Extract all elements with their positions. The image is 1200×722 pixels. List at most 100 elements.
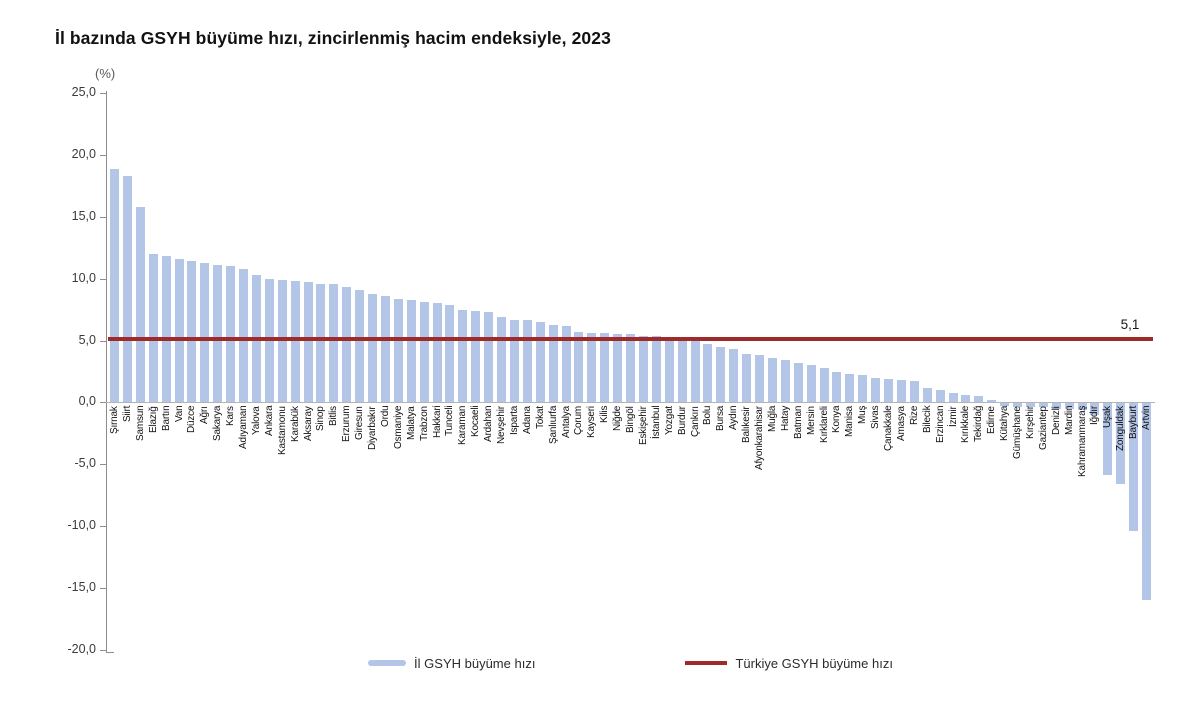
x-axis-label: Çanakkale bbox=[883, 406, 894, 452]
bar bbox=[677, 339, 687, 403]
y-tick-label: 25,0 bbox=[71, 85, 96, 99]
bar bbox=[1090, 402, 1100, 415]
x-axis-label: Rize bbox=[908, 406, 920, 426]
x-axis-label: Kahramanmaraş bbox=[1076, 406, 1088, 478]
x-axis-label: Isparta bbox=[508, 406, 520, 436]
y-tick-mark bbox=[100, 340, 106, 342]
bar bbox=[522, 319, 532, 403]
x-axis-label: Erzurum bbox=[341, 406, 353, 443]
x-axis-label: Malatya bbox=[405, 406, 417, 441]
x-axis-label: Karaman bbox=[457, 406, 469, 446]
plot-area: 25,0 20,0 15,0 10,0 5,0 0,0 -5,0 -10,0 -15,0 -20,… bbox=[68, 85, 1155, 656]
bar bbox=[174, 258, 184, 403]
x-axis-label: Uşak bbox=[1102, 406, 1114, 429]
bar bbox=[187, 261, 197, 403]
chart-title: İl bazında GSYH büyüme hızı, zincirlenmi… bbox=[55, 28, 611, 48]
x-axis-label: Artvin bbox=[1141, 406, 1152, 431]
x-axis-label: Iğdır bbox=[1089, 406, 1101, 426]
line-swatch-icon bbox=[685, 661, 728, 665]
x-axis-label: İzmir bbox=[947, 406, 959, 428]
bar bbox=[948, 392, 958, 403]
y-tick-label: -20,0 bbox=[67, 642, 97, 656]
x-axis-label: Hatay bbox=[779, 406, 791, 432]
x-axis-label: Tunceli bbox=[444, 406, 456, 437]
turkiye-reference-line bbox=[108, 337, 1153, 342]
y-tick-label: -15,0 bbox=[67, 580, 97, 595]
bar bbox=[703, 344, 713, 403]
x-axis-label: Aksaray bbox=[302, 406, 314, 442]
y-tick-label: -10,0 bbox=[67, 518, 97, 533]
x-axis-label: Manisa bbox=[844, 406, 856, 438]
bar bbox=[1077, 402, 1087, 410]
x-axis-label: Afyonkarahisar bbox=[754, 406, 765, 471]
x-axis-label: Şırnak bbox=[109, 406, 120, 435]
y-tick-label: -5,0 bbox=[74, 456, 96, 471]
x-axis-label: Batman bbox=[792, 406, 804, 440]
bar bbox=[497, 317, 506, 403]
x-axis-label: Osmaniye bbox=[392, 406, 404, 450]
bar bbox=[600, 333, 610, 403]
bar bbox=[161, 256, 171, 403]
x-axis-label: Karabük bbox=[289, 406, 301, 443]
y-tick-mark bbox=[100, 278, 106, 280]
x-axis-label: Niğde bbox=[612, 406, 624, 432]
x-axis-label: Sivas bbox=[870, 406, 882, 430]
x-axis-label: Muğla bbox=[766, 406, 778, 433]
x-axis-label: İstanbul bbox=[650, 406, 662, 440]
bar bbox=[974, 396, 984, 403]
bar bbox=[355, 289, 365, 403]
x-axis-label: Aydın bbox=[728, 406, 740, 431]
bar bbox=[406, 299, 416, 403]
bar bbox=[1064, 402, 1074, 409]
x-axis-label: Şanlıurfa bbox=[547, 406, 559, 445]
x-axis-label: Çankırı bbox=[689, 406, 701, 438]
bar bbox=[484, 312, 494, 403]
x-axis-label: Kilis bbox=[599, 406, 611, 424]
x-axis-label: Diyarbakır bbox=[367, 406, 378, 450]
bar bbox=[664, 338, 674, 403]
x-axis-label: Kastamonu bbox=[276, 406, 288, 456]
legend-item-turkiye-line: Türkiye GSYH büyüme hızı bbox=[685, 656, 893, 671]
x-axis-label: Bitlis bbox=[328, 406, 340, 427]
bar bbox=[858, 375, 868, 403]
y-tick-mark bbox=[100, 588, 106, 590]
bar bbox=[1000, 402, 1010, 407]
x-axis-label: Samsun bbox=[134, 406, 146, 442]
x-axis-label: Nevşehir bbox=[496, 406, 507, 445]
x-axis-label: Bolu bbox=[702, 406, 714, 426]
x-axis-label: Antalya bbox=[560, 406, 572, 439]
bar bbox=[380, 296, 390, 403]
bar bbox=[587, 333, 597, 403]
bar bbox=[742, 354, 752, 403]
x-axis-label: Ordu bbox=[379, 406, 391, 428]
x-axis-label: Adıyaman bbox=[238, 406, 249, 450]
bar bbox=[793, 362, 803, 403]
x-axis-label: Bartın bbox=[160, 406, 172, 432]
y-axis-unit-label: (%) bbox=[95, 66, 116, 81]
x-axis-label: Yalova bbox=[250, 406, 262, 436]
bar bbox=[1116, 402, 1126, 485]
bar bbox=[574, 331, 584, 403]
x-axis-label: Bursa bbox=[715, 406, 727, 432]
bar bbox=[290, 281, 300, 403]
x-axis-label: Trabzon bbox=[418, 406, 430, 442]
bar bbox=[226, 266, 236, 403]
bar bbox=[1103, 402, 1113, 476]
x-axis-label: Düzce bbox=[186, 406, 198, 434]
x-axis-label: Ardahan bbox=[483, 406, 495, 443]
bar bbox=[432, 303, 442, 403]
x-axis-label: Burdur bbox=[676, 406, 688, 436]
y-tick-mark bbox=[100, 216, 106, 218]
bar bbox=[755, 355, 764, 403]
bar bbox=[368, 293, 377, 403]
x-axis-label: Ankara bbox=[263, 406, 275, 437]
x-axis-label: Kırşehir bbox=[1024, 406, 1036, 440]
x-axis-label: Kocaeli bbox=[470, 406, 482, 438]
x-axis-label: Bayburt bbox=[1128, 406, 1140, 440]
x-axis-label: Eskişehir bbox=[637, 406, 649, 446]
legend: İl GSYH büyüme hızı Türkiye GSYH büyüme … bbox=[106, 650, 1155, 676]
bar bbox=[1051, 402, 1061, 409]
zero-gridline bbox=[106, 402, 1155, 404]
bar bbox=[1129, 402, 1139, 532]
bar bbox=[845, 374, 855, 403]
